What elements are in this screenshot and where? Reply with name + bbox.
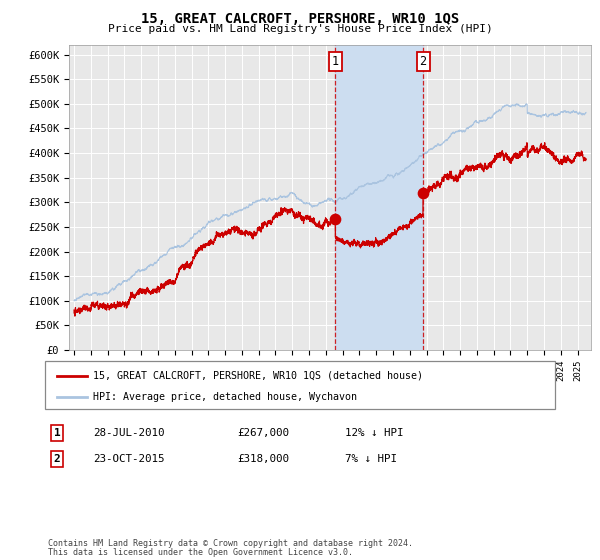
Text: 12% ↓ HPI: 12% ↓ HPI — [345, 428, 404, 438]
Text: 23-OCT-2015: 23-OCT-2015 — [93, 454, 164, 464]
Point — [331, 214, 340, 223]
Text: 2: 2 — [419, 55, 427, 68]
Bar — [335, 45, 423, 350]
Text: HPI: Average price, detached house, Wychavon: HPI: Average price, detached house, Wych… — [93, 392, 357, 402]
Text: £267,000: £267,000 — [237, 428, 289, 438]
Text: Price paid vs. HM Land Registry's House Price Index (HPI): Price paid vs. HM Land Registry's House … — [107, 24, 493, 34]
Text: 15, GREAT CALCROFT, PERSHORE, WR10 1QS: 15, GREAT CALCROFT, PERSHORE, WR10 1QS — [141, 12, 459, 26]
Text: 1: 1 — [332, 55, 339, 68]
Text: 15, GREAT CALCROFT, PERSHORE, WR10 1QS (detached house): 15, GREAT CALCROFT, PERSHORE, WR10 1QS (… — [93, 371, 423, 381]
Text: £318,000: £318,000 — [237, 454, 289, 464]
Point — [418, 189, 428, 198]
Text: 2: 2 — [53, 454, 61, 464]
Text: 7% ↓ HPI: 7% ↓ HPI — [345, 454, 397, 464]
Text: Contains HM Land Registry data © Crown copyright and database right 2024.: Contains HM Land Registry data © Crown c… — [48, 539, 413, 548]
Text: 28-JUL-2010: 28-JUL-2010 — [93, 428, 164, 438]
Text: This data is licensed under the Open Government Licence v3.0.: This data is licensed under the Open Gov… — [48, 548, 353, 557]
Text: 1: 1 — [53, 428, 61, 438]
